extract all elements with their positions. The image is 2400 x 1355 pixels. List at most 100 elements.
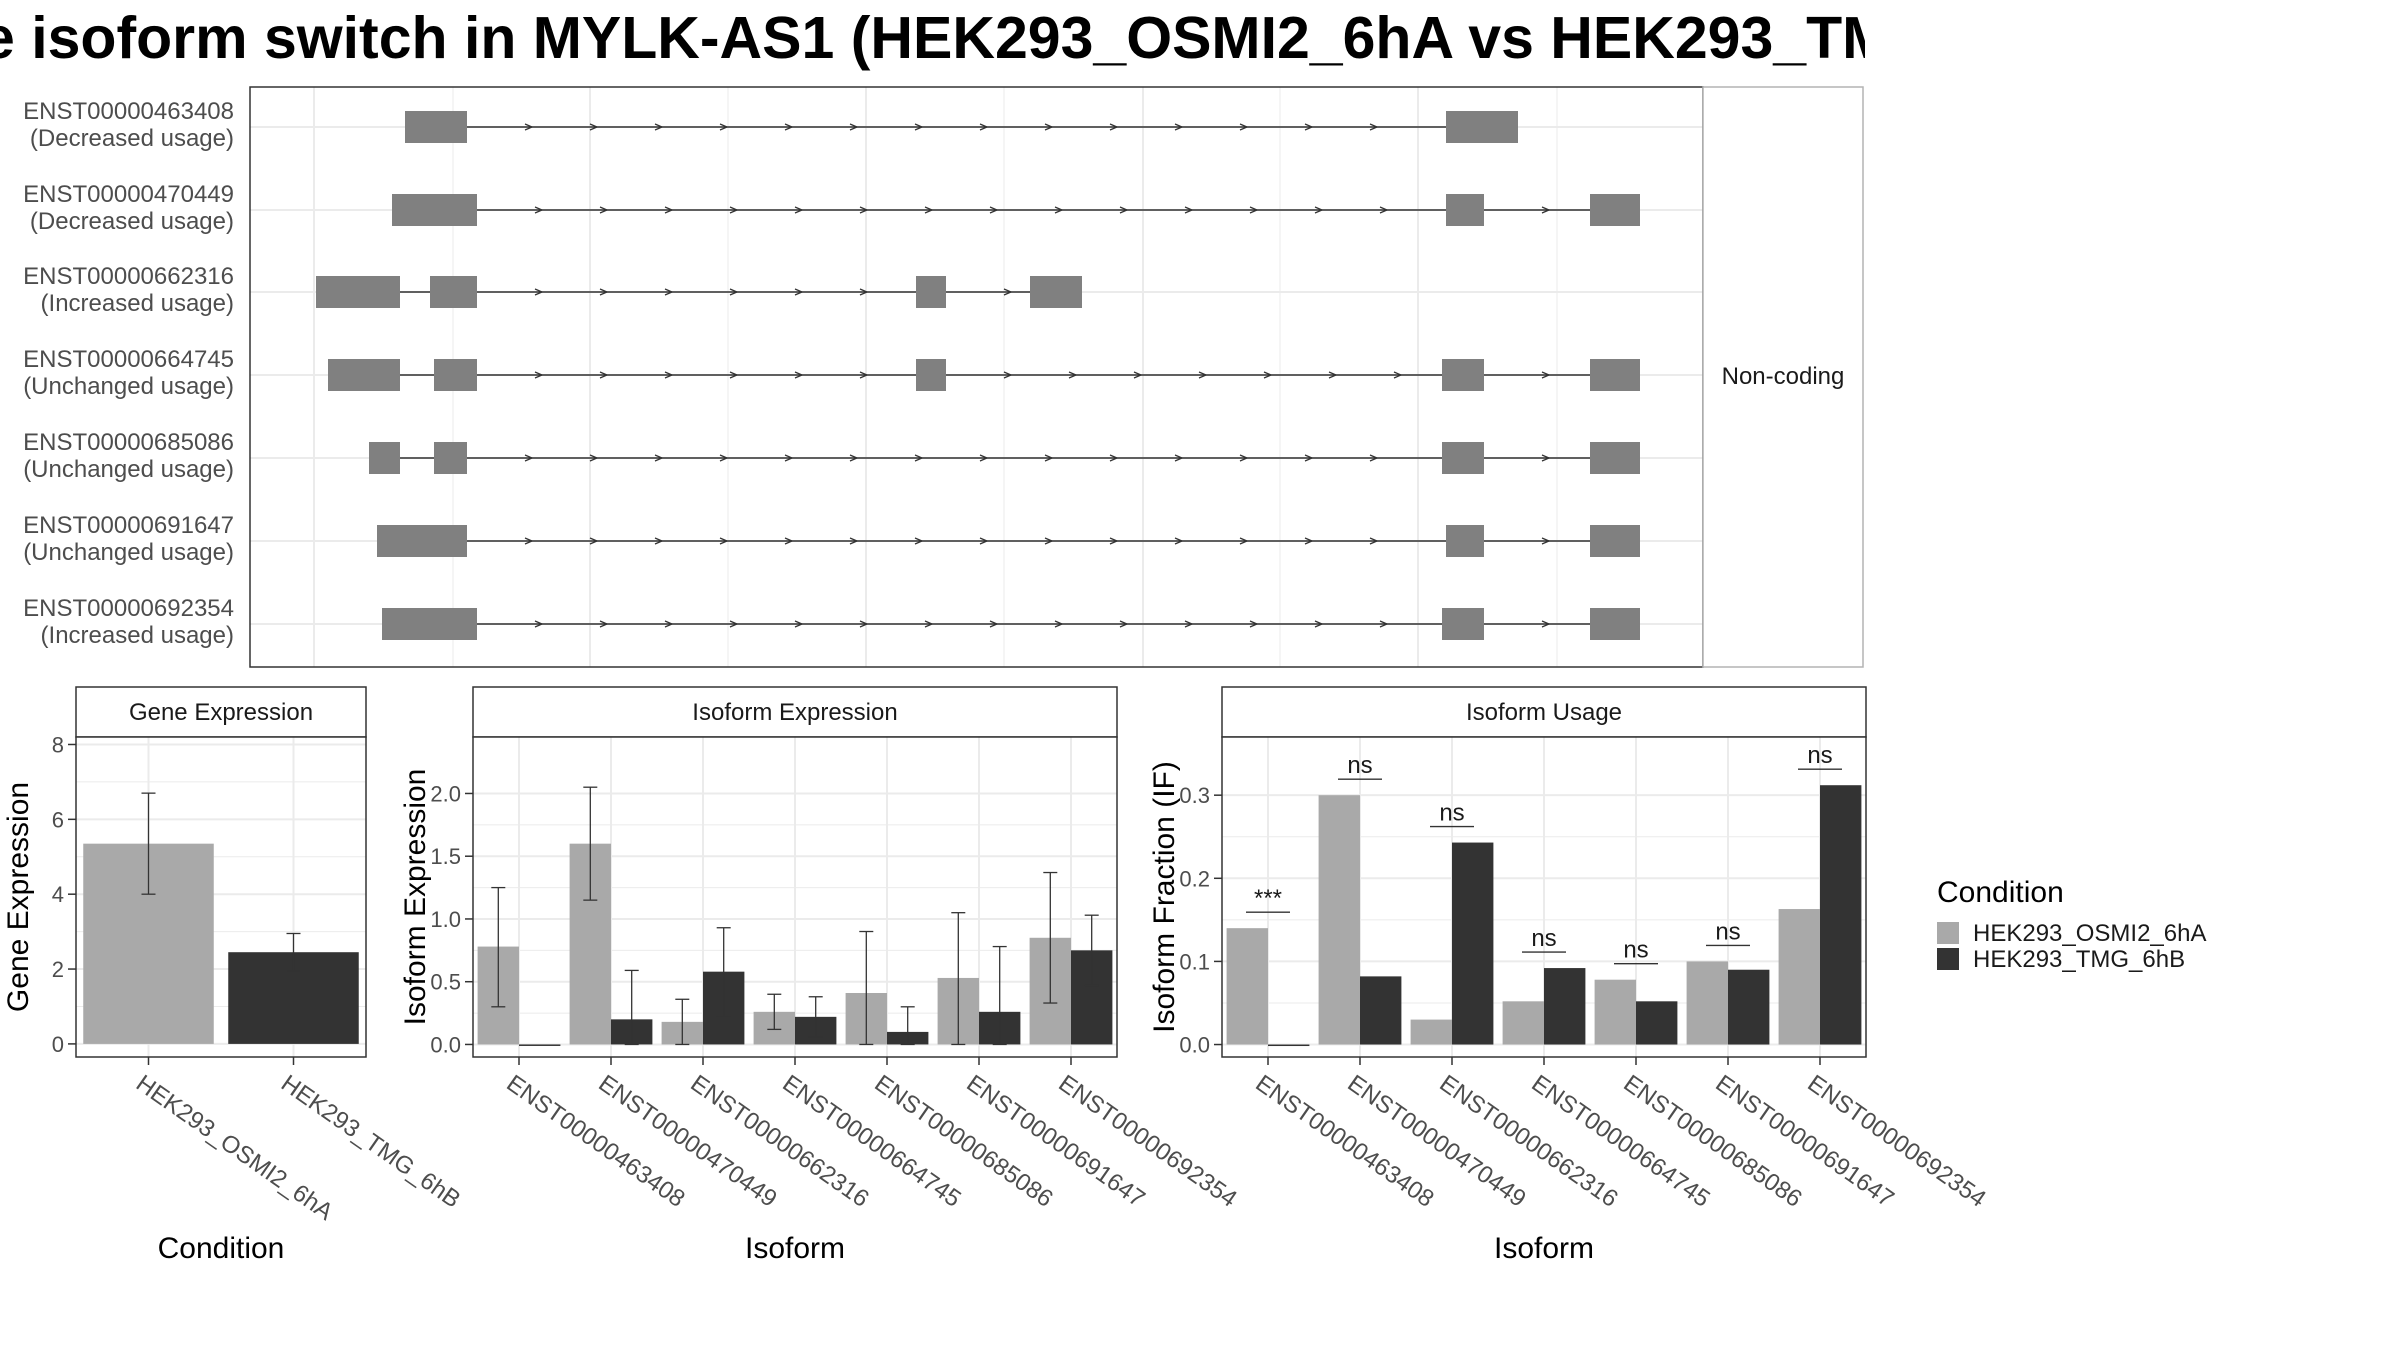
intron-arrow — [729, 206, 739, 214]
transcript-status-label: (Increased usage) — [41, 290, 234, 317]
intron-arrow — [794, 620, 804, 628]
y-axis-title: Isoform Expression — [399, 769, 432, 1026]
intron-arrow — [849, 123, 859, 131]
intron-arrow — [924, 206, 934, 214]
intron-arrow — [859, 371, 869, 379]
bar — [1778, 909, 1820, 1045]
intron-arrow — [1003, 288, 1013, 296]
y-tick-label: 0.0 — [1179, 1033, 1210, 1058]
significance-label: *** — [1254, 885, 1282, 912]
y-tick-label: 0.3 — [1179, 783, 1210, 808]
intron-arrow — [524, 537, 534, 545]
significance-label: ns — [1715, 918, 1740, 945]
intron-arrow — [979, 123, 989, 131]
y-tick-label: 0.0 — [430, 1032, 461, 1057]
exon-block — [916, 359, 946, 391]
intron-arrow — [719, 537, 729, 545]
exon-block — [1446, 111, 1518, 143]
y-tick-label: 2.0 — [430, 781, 461, 806]
intron-arrow — [1044, 123, 1054, 131]
intron-arrow — [1249, 206, 1259, 214]
intron-arrow — [729, 371, 739, 379]
intron-arrow — [1054, 620, 1064, 628]
intron-arrow — [784, 123, 794, 131]
panel-title: Gene Expression — [129, 699, 313, 726]
significance-label: ns — [1623, 937, 1648, 964]
legend-title: Condition — [1937, 876, 2064, 909]
exon-block — [1590, 359, 1640, 391]
intron-arrow — [729, 620, 739, 628]
transcript-status-label: (Unchanged usage) — [23, 373, 234, 400]
y-tick-label: 0 — [52, 1032, 64, 1057]
bar — [1268, 1044, 1310, 1047]
y-tick-label: 1.5 — [430, 844, 461, 869]
intron-arrow — [1174, 454, 1184, 462]
x-axis-title: Isoform — [745, 1232, 845, 1265]
panel-title: Isoform Usage — [1466, 699, 1622, 726]
intron-arrow — [1393, 371, 1403, 379]
intron-arrow — [979, 537, 989, 545]
intron-arrow — [1328, 371, 1338, 379]
intron-arrow — [849, 454, 859, 462]
intron-arrow — [914, 123, 924, 131]
exon-block — [1442, 608, 1484, 640]
intron-arrow — [524, 123, 534, 131]
intron-arrow — [924, 620, 934, 628]
intron-arrow — [1541, 206, 1551, 214]
significance-label: ns — [1807, 742, 1832, 769]
legend-item-label: HEK293_OSMI2_6hA — [1973, 920, 2206, 947]
intron-arrow — [719, 454, 729, 462]
intron-arrow — [794, 288, 804, 296]
intron-arrow — [1304, 454, 1314, 462]
intron-arrow — [1304, 123, 1314, 131]
intron-arrow — [1109, 537, 1119, 545]
intron-arrow — [1541, 620, 1551, 628]
exon-block — [1446, 525, 1484, 557]
bar — [1686, 961, 1728, 1045]
significance-label: ns — [1439, 800, 1464, 827]
intron-arrow — [989, 620, 999, 628]
y-tick-label: 8 — [52, 732, 64, 757]
panel-border — [75, 736, 367, 1058]
intron-arrow — [1239, 454, 1249, 462]
exon-block — [1590, 525, 1640, 557]
exon-block — [1446, 194, 1484, 226]
intron-arrow — [784, 537, 794, 545]
y-tick-label: 1.0 — [430, 907, 461, 932]
intron-arrow — [599, 371, 609, 379]
structure-facet-label: Non-coding — [1722, 363, 1845, 390]
intron-arrow — [859, 288, 869, 296]
intron-arrow — [599, 206, 609, 214]
x-axis-title: Condition — [158, 1232, 285, 1265]
exon-block — [382, 608, 477, 640]
intron-arrow — [979, 454, 989, 462]
y-axis-title: Isoform Fraction (IF) — [1148, 761, 1181, 1033]
bar — [1452, 842, 1494, 1045]
intron-arrow — [534, 206, 544, 214]
transcript-status-label: (Unchanged usage) — [23, 456, 234, 483]
intron-arrow — [1174, 537, 1184, 545]
intron-arrow — [859, 620, 869, 628]
intron-arrow — [914, 537, 924, 545]
intron-arrow — [729, 288, 739, 296]
intron-arrow — [784, 454, 794, 462]
x-axis-title: Isoform — [1494, 1232, 1594, 1265]
transcript-id-label: ENST00000685086 — [23, 429, 234, 456]
exon-block — [369, 442, 400, 474]
intron-arrow — [794, 371, 804, 379]
intron-arrow — [1133, 371, 1143, 379]
intron-arrow — [1263, 371, 1273, 379]
intron-arrow — [1068, 371, 1078, 379]
y-tick-label: 0.2 — [1179, 866, 1210, 891]
exon-block — [1442, 442, 1484, 474]
exon-block — [434, 359, 477, 391]
exon-block — [377, 525, 467, 557]
bar — [1360, 976, 1402, 1045]
intron-arrow — [1379, 206, 1389, 214]
intron-arrow — [1541, 454, 1551, 462]
intron-arrow — [524, 454, 534, 462]
transcript-id-label: ENST00000664745 — [23, 346, 234, 373]
intron-arrow — [1198, 371, 1208, 379]
